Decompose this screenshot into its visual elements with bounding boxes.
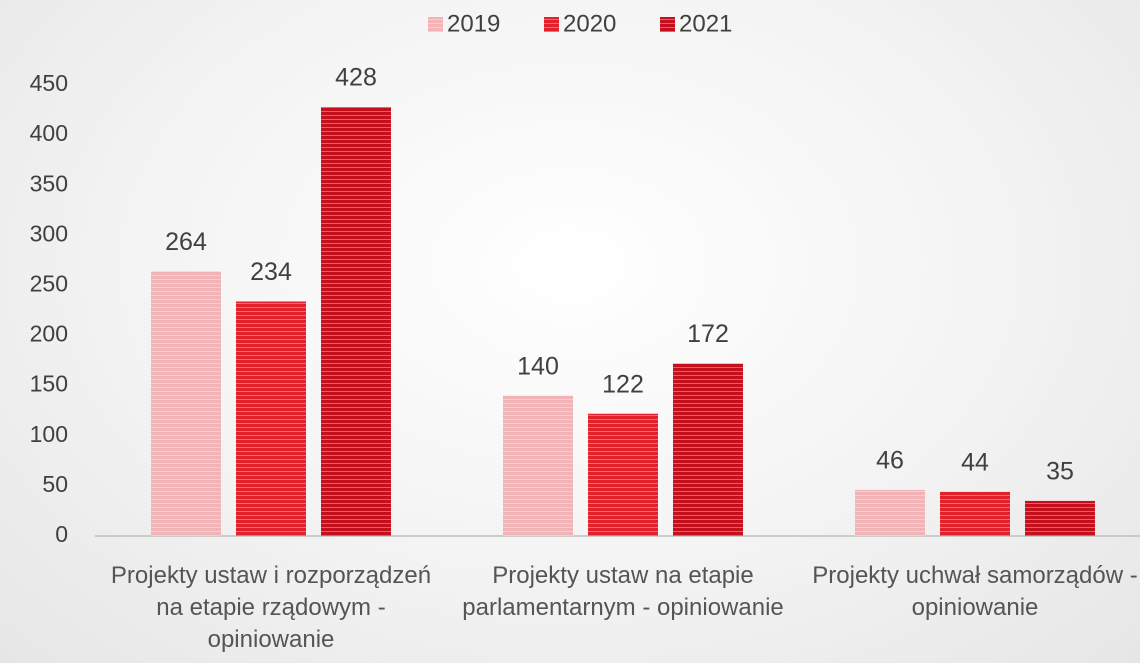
y-tick-label: 350 xyxy=(30,170,68,196)
bar xyxy=(588,413,658,536)
y-tick-label: 250 xyxy=(30,271,68,297)
y-tick-label: 100 xyxy=(30,421,68,447)
y-tick-label: 400 xyxy=(30,120,68,146)
legend-label: 2019 xyxy=(447,10,500,37)
x-tick-label: Projekty ustaw i rozporządzeń na etapie … xyxy=(110,562,432,653)
bar xyxy=(151,271,221,536)
data-label: 122 xyxy=(602,370,644,398)
bar xyxy=(321,107,391,536)
data-label: 234 xyxy=(250,258,292,286)
bar xyxy=(1025,500,1095,536)
bar xyxy=(940,491,1010,536)
y-tick-label: 150 xyxy=(30,371,68,397)
data-label: 140 xyxy=(517,352,559,380)
legend-label: 2021 xyxy=(679,10,732,37)
y-tick-label: 50 xyxy=(42,471,68,497)
data-label: 264 xyxy=(165,228,207,256)
legend-swatch xyxy=(660,17,675,32)
bar xyxy=(236,301,306,536)
bar xyxy=(855,489,925,536)
x-tick-label: Projekty uchwał samorządów - opiniowanie xyxy=(812,562,1138,621)
data-label: 35 xyxy=(1046,458,1074,486)
legend-label: 2020 xyxy=(563,10,616,37)
y-tick-label: 450 xyxy=(30,70,68,96)
y-tick-label: 200 xyxy=(30,321,68,347)
data-label: 428 xyxy=(335,64,377,92)
data-label: 46 xyxy=(876,447,904,475)
data-label: 44 xyxy=(961,449,989,477)
y-tick-label: 0 xyxy=(55,521,68,547)
data-label: 172 xyxy=(687,320,729,348)
bar xyxy=(503,395,573,536)
legend-swatch xyxy=(544,17,559,32)
legend-swatch xyxy=(428,17,443,32)
y-tick-label: 300 xyxy=(30,220,68,246)
x-tick-label: Projekty ustaw na etapie parlamentarnym … xyxy=(462,562,784,621)
bar xyxy=(673,363,743,536)
